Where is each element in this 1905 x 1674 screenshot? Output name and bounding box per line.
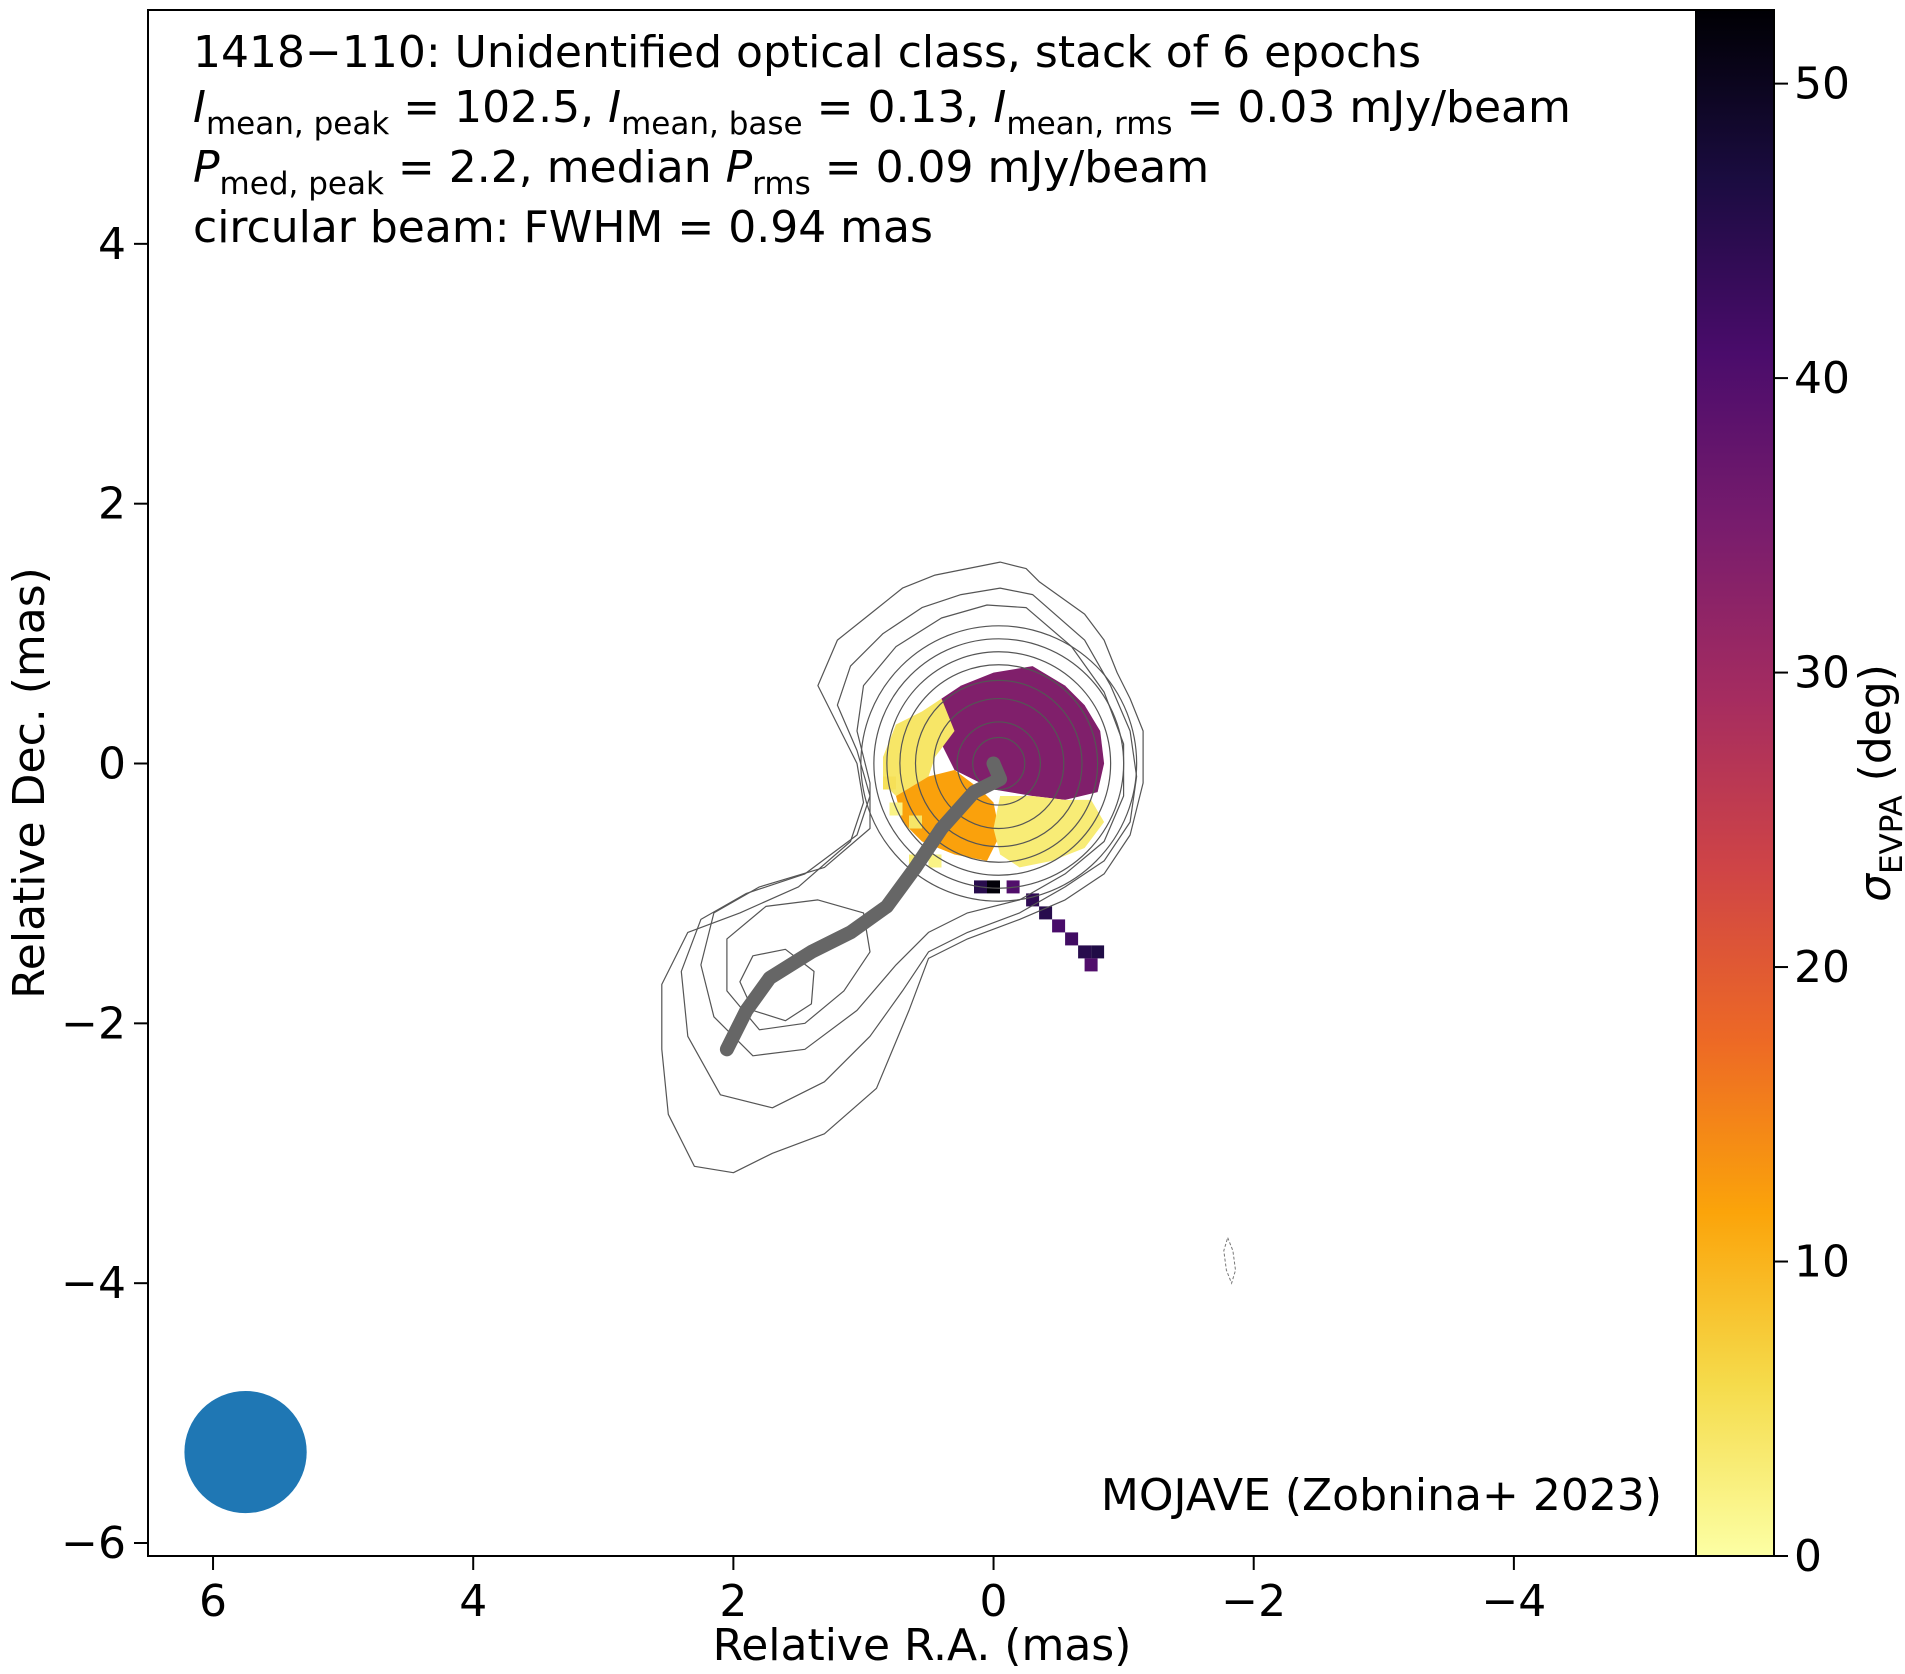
credit-text: MOJAVE (Zobnina+ 2023) <box>1101 1470 1662 1521</box>
colorbar-tick-label: 30 <box>1794 648 1850 699</box>
contour-line <box>726 899 871 1031</box>
x-axis-title: Relative R.A. (mas) <box>713 1620 1132 1671</box>
contour-line <box>680 587 1138 1109</box>
x-tick-label: 0 <box>980 1576 1008 1627</box>
colorbar-tick-label: 20 <box>1794 942 1850 993</box>
beam-marker <box>184 1391 307 1514</box>
intensity-contours <box>661 561 1237 1285</box>
y-tick-label: −4 <box>61 1258 126 1309</box>
intensity-stats-line: Imean, peak = 102.5, Imean, base = 0.13,… <box>193 82 1571 142</box>
title-line: 1418−110: Unidentified optical class, st… <box>193 27 1421 78</box>
contour-line <box>700 604 1125 1057</box>
y-tick-label: −6 <box>61 1518 126 1569</box>
colorbar-label: σEVPA (deg) <box>1850 664 1905 902</box>
contour-line <box>661 561 1144 1174</box>
colorbar-gradient <box>1695 9 1775 1557</box>
y-tick-label: 4 <box>98 219 126 270</box>
jet-ridgeline <box>719 756 1008 1057</box>
ridgeline-path <box>719 756 1008 1057</box>
contour-line <box>899 664 1099 863</box>
contour-line <box>860 625 1138 902</box>
y-axis-ticks: 4 2 0 −2 −4 −6 <box>61 219 148 1569</box>
colorbar-tick-label: 0 <box>1794 1531 1822 1582</box>
evpa-region-south-west-yellow <box>993 796 1105 868</box>
x-tick-label: −4 <box>1481 1576 1546 1627</box>
y-tick-label: 0 <box>98 739 126 790</box>
colorbar-tick-label: 50 <box>1794 59 1850 110</box>
colorbar: 0 10 20 30 40 50 σEVPA (deg) <box>1695 9 1905 1582</box>
evpa-region-core <box>935 666 1105 800</box>
negative-contour <box>1223 1236 1237 1285</box>
contour-line <box>873 638 1125 889</box>
evpa-pixel <box>909 815 922 829</box>
x-tick-label: −2 <box>1221 1576 1286 1627</box>
evpa-pixel <box>883 776 896 790</box>
contour-line <box>956 721 1041 806</box>
evpa-pixel <box>1084 958 1098 972</box>
contour-line <box>886 651 1112 876</box>
polarization-stats-line: Pmed, peak = 2.2, median Prms = 0.09 mJy… <box>193 142 1209 202</box>
x-axis-ticks: 6 4 2 0 −2 −4 <box>199 1556 1546 1627</box>
x-tick-label: 6 <box>199 1576 227 1627</box>
evpa-pixel <box>1091 945 1105 959</box>
evpa-pixel <box>1052 919 1066 933</box>
y-axis-title: Relative Dec. (mas) <box>4 567 55 999</box>
contour-line <box>933 697 1065 830</box>
y-tick-label: −2 <box>61 998 126 1049</box>
x-tick-label: 2 <box>719 1576 747 1627</box>
contour-line <box>972 736 1026 791</box>
evpa-pixel <box>987 880 1000 894</box>
x-tick-label: 4 <box>459 1576 487 1627</box>
colorbar-tick-label: 10 <box>1794 1237 1850 1288</box>
y-tick-label: 2 <box>98 479 126 530</box>
colorbar-tick-label: 40 <box>1794 353 1850 404</box>
beam-ellipse <box>184 1391 307 1514</box>
contour-line <box>739 948 815 1022</box>
beam-info-line: circular beam: FWHM = 0.94 mas <box>193 202 933 253</box>
evpa-pixel <box>1065 932 1079 946</box>
evpa-pixel <box>1078 945 1092 959</box>
contour-line <box>914 679 1083 848</box>
colorbar-ticks: 0 10 20 30 40 50 <box>1774 59 1850 1582</box>
evpa-region-north-east-yellow <box>883 698 955 796</box>
info-text-block: 1418−110: Unidentified optical class, st… <box>193 27 1571 253</box>
